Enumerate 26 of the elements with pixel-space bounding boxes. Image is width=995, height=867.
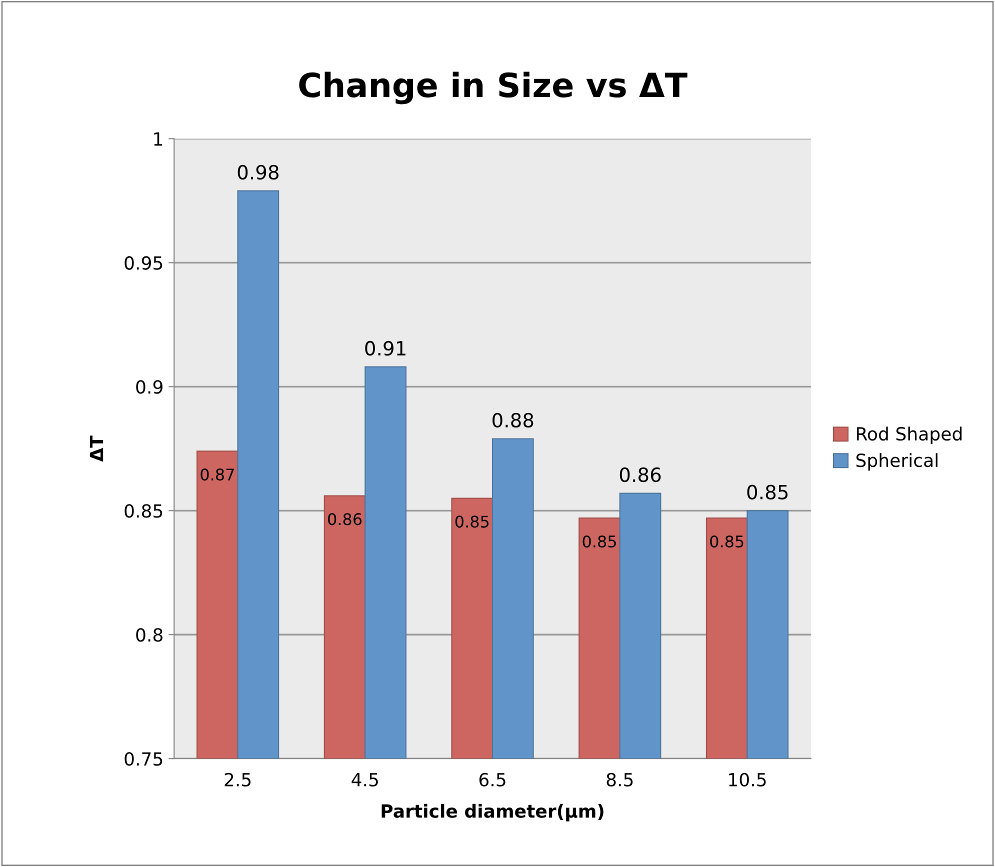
data-label: 0.85 xyxy=(455,516,489,528)
data-label: 0.98 xyxy=(238,164,278,180)
y-tick-label: 0.9 xyxy=(136,380,162,394)
data-label: 0.85 xyxy=(747,484,788,500)
data-label: 0.85 xyxy=(582,535,616,548)
y-tick-label: 0.95 xyxy=(124,256,162,270)
y-tick-label: 0.8 xyxy=(136,628,162,642)
data-label: 0.87 xyxy=(200,468,234,481)
x-tick-label: 2.5 xyxy=(224,772,251,786)
data-label: 0.86 xyxy=(328,513,362,526)
data-label: 0.91 xyxy=(365,340,406,356)
y-tick-label: 0.75 xyxy=(124,752,162,766)
legend-label: Rod Shaped xyxy=(856,426,962,444)
x-tick-label: 6.5 xyxy=(479,772,506,786)
data-label: 0.86 xyxy=(620,467,661,482)
chart-title: Change in Size vs ΔT xyxy=(299,72,688,104)
y-axis-title: ΔT xyxy=(90,436,104,462)
data-label: 0.85 xyxy=(710,535,744,548)
x-axis-title: Particle diameter(µm) xyxy=(382,804,604,822)
y-tick-label: 0.85 xyxy=(124,504,162,518)
legend-label: Spherical xyxy=(856,453,938,471)
y-tick-label: 1 xyxy=(154,132,162,146)
data-label: 0.88 xyxy=(492,412,534,428)
x-tick-label: 10.5 xyxy=(729,772,766,786)
x-tick-label: 8.5 xyxy=(606,772,633,786)
x-tick-label: 4.5 xyxy=(352,773,378,786)
